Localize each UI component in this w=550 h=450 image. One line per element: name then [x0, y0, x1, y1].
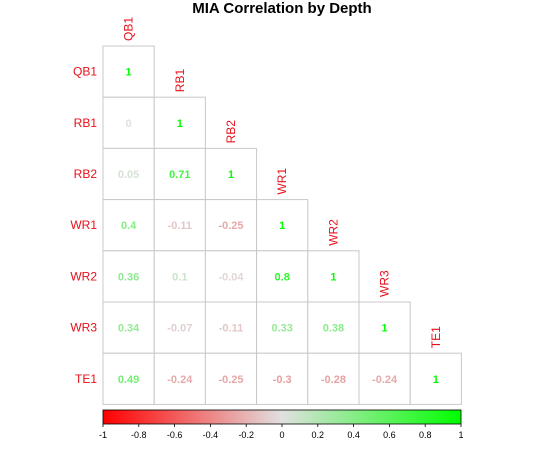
cell-value-rb2-rb2: 1 — [228, 169, 234, 181]
colorbar-tick-label: 0.6 — [383, 430, 396, 440]
cell-value-te1-qb1: 0.49 — [118, 374, 139, 386]
cell-value-wr3-wr1: 0.33 — [271, 323, 292, 335]
cell-value-wr3-rb1: -0.07 — [167, 323, 192, 335]
row-label-wr3: WR3 — [70, 321, 97, 335]
cell-value-wr2-rb2: -0.04 — [218, 271, 244, 283]
cell-value-te1-wr2: -0.28 — [321, 374, 346, 386]
cell-value-wr2-wr1: 0.8 — [275, 271, 290, 283]
row-label-qb1: QB1 — [73, 65, 97, 79]
cell-te1-wr3 — [358, 352, 411, 405]
colorbar-tick-label: 0.4 — [347, 430, 360, 440]
column-label-qb1: QB1 — [122, 17, 136, 41]
column-label-wr1: WR1 — [275, 168, 289, 195]
cell-value-wr1-qb1: 0.4 — [121, 220, 137, 232]
colorbar-tick-label: 0.8 — [419, 430, 432, 440]
cell-qb1-qb1 — [102, 45, 155, 98]
cell-value-wr2-wr2: 1 — [330, 271, 336, 283]
column-label-rb1: RB1 — [173, 69, 187, 93]
cell-value-te1-rb1: -0.24 — [167, 374, 193, 386]
cell-value-te1-te1: 1 — [433, 374, 439, 386]
colorbar: -1 -0.8 -0.6 -0.4 -0.2 0 0.2 0.4 0.6 0.8 1 — [99, 409, 464, 440]
cell-value-wr3-rb2: -0.11 — [219, 323, 243, 335]
colorbar-tick-label: -0.8 — [131, 430, 147, 440]
row-label-rb2: RB2 — [74, 167, 98, 181]
cell-value-te1-wr1: -0.3 — [273, 374, 292, 386]
cell-wr2-wr1 — [256, 250, 309, 303]
cell-value-rb1-qb1: 0 — [126, 118, 132, 130]
cell-wr3-wr3 — [358, 301, 411, 354]
column-label-te1: TE1 — [429, 326, 443, 348]
heatmap-cells: 1 0 1 0.05 0.71 1 0.4 -0.11 -0.25 1 0.36 0.1 -0.04 0.… — [102, 45, 462, 405]
column-label-wr3: WR3 — [378, 270, 392, 297]
cell-value-wr1-wr1: 1 — [279, 220, 285, 232]
cell-value-wr2-rb1: 0.1 — [172, 271, 187, 283]
row-labels: QB1 RB1 RB2 WR1 WR2 WR3 TE1 — [70, 65, 97, 386]
cell-wr1-wr1 — [256, 199, 309, 252]
row-label-wr2: WR2 — [70, 269, 97, 283]
cell-wr3-rb2 — [204, 301, 258, 354]
cell-wr3-rb1 — [153, 301, 206, 354]
colorbar-tick-label: -0.2 — [238, 430, 254, 440]
cell-value-rb2-rb1: 0.71 — [169, 169, 190, 181]
colorbar-tick-label: -0.4 — [203, 430, 219, 440]
row-label-rb1: RB1 — [74, 116, 98, 130]
row-label-te1: TE1 — [75, 372, 97, 386]
cell-value-te1-rb2: -0.25 — [218, 374, 243, 386]
colorbar-tick-label: 0.2 — [312, 430, 325, 440]
cell-rb1-rb1 — [153, 96, 206, 149]
colorbar-tick-label: 0 — [279, 430, 284, 440]
column-label-wr2: WR2 — [326, 219, 340, 246]
cell-wr2-rb1 — [153, 250, 206, 303]
cell-value-te1-wr3: -0.24 — [372, 374, 398, 386]
cell-wr3-wr2 — [307, 301, 360, 354]
cell-rb2-rb2 — [204, 147, 258, 201]
cell-wr3-wr1 — [256, 301, 309, 354]
cell-value-wr3-wr3: 1 — [382, 323, 388, 335]
cell-value-rb2-qb1: 0.05 — [118, 169, 139, 181]
cell-value-qb1-qb1: 1 — [126, 67, 132, 79]
cell-value-wr1-rb2: -0.25 — [218, 220, 243, 232]
cell-te1-wr1 — [256, 352, 309, 405]
cell-value-wr1-rb1: -0.11 — [168, 220, 192, 232]
cell-te1-rb1 — [153, 352, 206, 405]
colorbar-tick-label: -1 — [99, 430, 107, 440]
cell-value-wr2-qb1: 0.36 — [118, 271, 139, 283]
chart-title: MIA Correlation by Depth — [192, 0, 371, 17]
cell-value-wr3-qb1: 0.34 — [118, 323, 140, 335]
cell-rb1-qb1 — [102, 96, 155, 149]
cell-wr1-rb1 — [153, 199, 206, 252]
colorbar-tick-label: 1 — [458, 430, 463, 440]
column-labels: QB1 RB1 RB2 WR1 WR2 WR3 TE1 — [122, 17, 443, 349]
cell-value-rb1-rb1: 1 — [177, 118, 183, 130]
cell-value-wr3-wr2: 0.38 — [323, 323, 344, 335]
cell-te1-te1 — [409, 352, 462, 405]
column-label-rb2: RB2 — [224, 120, 238, 144]
cell-te1-qb1 — [102, 352, 155, 405]
colorbar-gradient — [102, 409, 462, 425]
cell-wr3-qb1 — [102, 301, 155, 354]
row-label-wr1: WR1 — [70, 218, 97, 232]
colorbar-tick-label: -0.6 — [167, 430, 183, 440]
